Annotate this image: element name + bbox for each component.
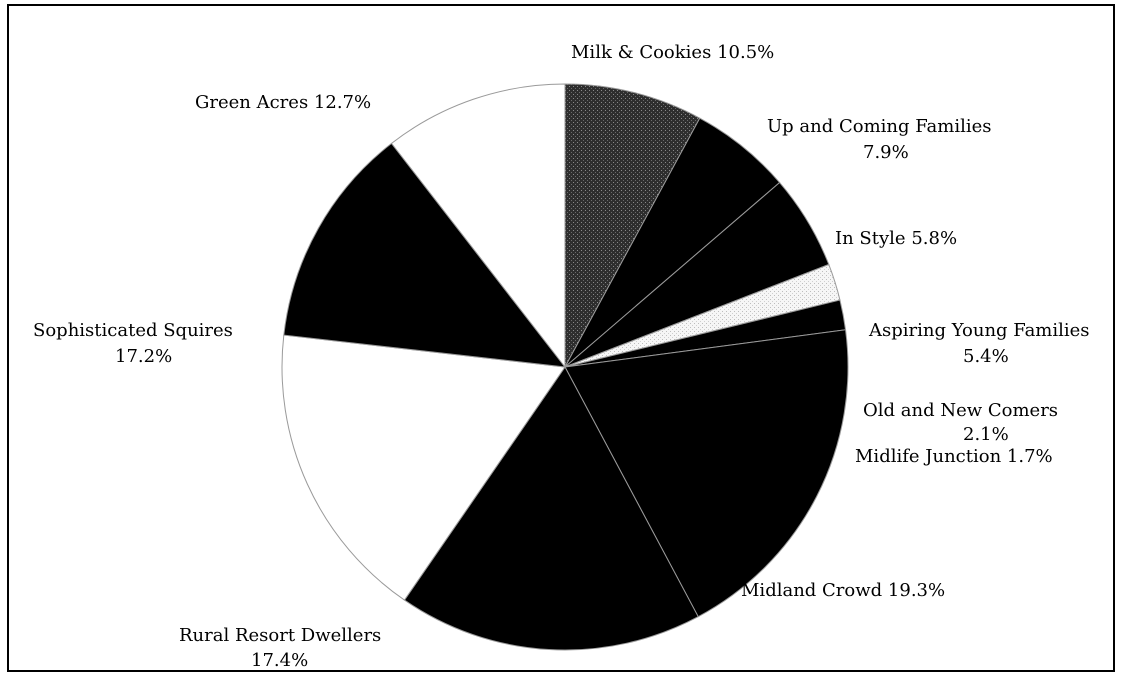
slice-label-green-acres: Green Acres 12.7% (195, 92, 371, 113)
slice-label-midland-crowd: Midland Crowd 19.3% (741, 580, 945, 601)
pie-slice-rural-resort-dwellers (403, 366, 699, 651)
slice-value-old-and-new-comers: 2.1% (963, 424, 1009, 445)
slice-label-milk-cookies: Milk & Cookies 10.5% (571, 42, 774, 63)
slice-label-midlife-junction: Midlife Junction 1.7% (855, 446, 1053, 467)
slice-label-in-style: In Style 5.8% (835, 228, 957, 249)
slice-label-sophisticated-squires: Sophisticated Squires (33, 320, 233, 341)
pie-chart: Milk & Cookies 10.5% Up and Coming Famil… (33, 42, 1090, 671)
slice-value-up-and-coming-families: 7.9% (863, 142, 909, 163)
slice-value-sophisticated-squires: 17.2% (115, 346, 172, 367)
slice-value-aspiring-young-families: 5.4% (963, 346, 1009, 367)
pie-slice-sophisticated-squires (281, 334, 566, 601)
pie-slice-milk-and-cookies (390, 83, 566, 369)
chart-frame: Milk & Cookies 10.5% Up and Coming Famil… (7, 4, 1115, 672)
pie-slice-up-and-coming-families (564, 83, 701, 368)
pie-slice-midland-crowd (564, 329, 849, 618)
slice-label-up-and-coming-families: Up and Coming Families (767, 116, 991, 137)
slice-label-rural-resort-dwellers: Rural Resort Dwellers (179, 625, 381, 646)
slice-label-old-and-new-comers: Old and New Comers (863, 400, 1058, 421)
slice-value-rural-resort-dwellers: 17.4% (251, 650, 308, 671)
pie-slices (281, 83, 849, 651)
pie-slice-green-acres (283, 142, 567, 368)
slice-label-aspiring-young-families: Aspiring Young Families (868, 320, 1090, 341)
